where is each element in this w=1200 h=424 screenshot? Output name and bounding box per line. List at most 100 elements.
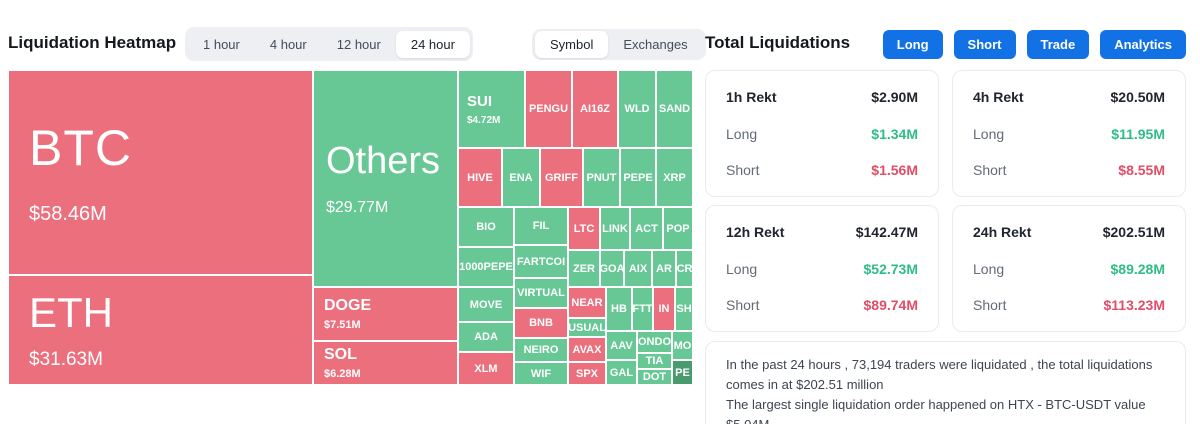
- tile-value: $31.63M: [29, 349, 103, 370]
- short-label: Short: [726, 297, 760, 313]
- treemap-tile-wld[interactable]: WLD: [618, 70, 656, 148]
- treemap-tile-doge[interactable]: DOGE $7.51M: [313, 287, 458, 341]
- tile-symbol: HIVE: [467, 171, 493, 184]
- short-value: $89.74M: [863, 297, 918, 313]
- tile-symbol: PNUT: [586, 171, 617, 184]
- tile-symbol: SUI: [467, 92, 493, 110]
- treemap-tile-zer[interactable]: ZER: [568, 250, 600, 287]
- rekt-card-24h: 24h Rekt $202.51M Long $89.28M Short $113.2…: [952, 205, 1186, 332]
- tile-symbol: MO: [673, 339, 692, 352]
- tile-symbol: GAL: [609, 366, 634, 379]
- treemap-tile-gal[interactable]: GAL: [606, 360, 637, 385]
- treemap-tile-ltc[interactable]: LTC: [568, 207, 600, 250]
- total-liquidations-panel: Total Liquidations Long Short Trade Anal…: [705, 0, 1186, 424]
- treemap-tile-link[interactable]: LINK: [600, 207, 630, 250]
- treemap-tile-1000pepe[interactable]: 1000PEPE: [458, 247, 514, 287]
- time-range-switcher: 1 hour 4 hour 12 hour 24 hour: [185, 27, 473, 61]
- short-value: $1.56M: [871, 162, 918, 178]
- treemap-tile-ena[interactable]: ENA: [502, 148, 540, 207]
- treemap-tile-tia[interactable]: TIA: [637, 353, 672, 369]
- time-range-4hour[interactable]: 4 hour: [255, 31, 322, 58]
- time-range-12hour[interactable]: 12 hour: [322, 31, 396, 58]
- tile-symbol: HB: [611, 303, 627, 315]
- treemap-tile-virtual[interactable]: VIRTUAL: [514, 278, 568, 308]
- treemap-tile-usual[interactable]: USUAL: [568, 318, 606, 337]
- treemap-tile-ada[interactable]: ADA: [458, 322, 514, 352]
- treemap-tile-act[interactable]: ACT: [630, 207, 663, 250]
- treemap-tile-sand[interactable]: SAND: [656, 70, 693, 148]
- treemap: BTC $58.46M ETH $31.63M Others $29.77M DOGE $7.…: [8, 70, 693, 385]
- tile-symbol: IN: [658, 303, 670, 315]
- treemap-tile-ftt[interactable]: FTT: [632, 287, 653, 331]
- analytics-button[interactable]: Analytics: [1100, 30, 1186, 59]
- view-mode-exchanges[interactable]: Exchanges: [608, 31, 702, 58]
- long-value: $1.34M: [871, 125, 918, 142]
- treemap-tile-xrp[interactable]: XRP: [656, 148, 693, 207]
- tile-value: $58.46M: [29, 203, 107, 225]
- long-button[interactable]: Long: [882, 30, 943, 59]
- page-title: Liquidation Heatmap: [8, 33, 177, 52]
- treemap-tile-fil[interactable]: FIL: [514, 207, 568, 245]
- treemap-tile-sol[interactable]: SOL $6.28M: [313, 341, 458, 385]
- treemap-tile-move[interactable]: MOVE: [458, 287, 514, 322]
- treemap-tile-pop[interactable]: POP: [663, 207, 693, 250]
- treemap-tile-aix[interactable]: AIX: [624, 250, 652, 287]
- rekt-cards: 1h Rekt $2.90M Long $1.34M Short $1.56M 4h …: [705, 70, 1186, 332]
- trade-button[interactable]: Trade: [1026, 30, 1090, 59]
- treemap-tile-pengu[interactable]: PENGU: [525, 70, 572, 148]
- tile-symbol: FARTCOI: [516, 255, 566, 268]
- treemap-tile-wif[interactable]: WIF: [514, 362, 568, 385]
- tile-symbol: ENA: [509, 171, 533, 184]
- treemap-tile-goa[interactable]: GOA: [600, 250, 624, 287]
- long-label: Long: [973, 260, 1005, 277]
- treemap-tile-bnb[interactable]: BNB: [514, 308, 568, 338]
- treemap-tile-cr[interactable]: CR: [676, 250, 693, 287]
- treemap-tile-others[interactable]: Others $29.77M: [313, 70, 458, 287]
- tile-symbol: BTC: [29, 120, 132, 176]
- tile-symbol: PE: [675, 366, 690, 379]
- tile-symbol: AIX: [628, 262, 648, 275]
- treemap-tile-dot[interactable]: DOT: [637, 369, 672, 385]
- period-label: 24h Rekt: [973, 224, 1032, 240]
- treemap-tile-in[interactable]: IN: [653, 287, 675, 331]
- treemap-tile-ondo[interactable]: ONDO: [637, 331, 672, 353]
- treemap-tile-pnut[interactable]: PNUT: [583, 148, 620, 207]
- treemap-tile-btc[interactable]: BTC $58.46M: [8, 70, 313, 275]
- time-range-24hour[interactable]: 24 hour: [395, 30, 470, 58]
- tile-symbol: TIA: [645, 355, 664, 367]
- treemap-tile-near[interactable]: NEAR: [568, 287, 606, 318]
- treemap-tile-xlm[interactable]: XLM: [458, 352, 514, 385]
- treemap-tile-mo[interactable]: MO: [672, 331, 693, 360]
- tile-symbol: ONDO: [638, 336, 671, 348]
- treemap-tile-sui[interactable]: SUI $4.72M: [458, 70, 525, 148]
- view-mode-symbol[interactable]: Symbol: [535, 31, 609, 58]
- short-label: Short: [973, 297, 1007, 313]
- treemap-tile-griff[interactable]: GRIFF: [540, 148, 583, 207]
- tile-symbol: NEIRO: [523, 344, 559, 356]
- treemap-tile-spx[interactable]: SPX: [568, 362, 606, 385]
- treemap-tile-ai16z[interactable]: AI16Z: [572, 70, 618, 148]
- short-value: $8.55M: [1118, 162, 1165, 178]
- treemap-tile-pepe[interactable]: PEPE: [620, 148, 656, 207]
- total-value: $202.51M: [1102, 224, 1165, 240]
- tile-symbol: ADA: [474, 331, 498, 343]
- treemap-tile-neiro[interactable]: NEIRO: [514, 338, 568, 362]
- treemap-tile-bio[interactable]: BIO: [458, 207, 514, 247]
- treemap-tile-hb[interactable]: HB: [606, 287, 632, 331]
- treemap-tile-pe[interactable]: PE: [672, 360, 693, 385]
- treemap-tile-fartcoi[interactable]: FARTCOI: [514, 245, 568, 278]
- time-range-1hour[interactable]: 1 hour: [188, 31, 255, 58]
- total-value: $20.50M: [1110, 89, 1165, 105]
- treemap-tile-sh[interactable]: SH: [675, 287, 693, 331]
- tile-value: $7.51M: [324, 319, 361, 331]
- treemap-tile-ar[interactable]: AR: [652, 250, 676, 287]
- treemap-tile-aav[interactable]: AAV: [606, 331, 637, 360]
- treemap-tile-eth[interactable]: ETH $31.63M: [8, 275, 313, 385]
- tile-symbol: LTC: [573, 222, 595, 235]
- short-button[interactable]: Short: [953, 30, 1016, 59]
- tile-symbol: ETH: [29, 289, 113, 336]
- treemap-tile-hive[interactable]: HIVE: [458, 148, 502, 207]
- tile-symbol: XRP: [663, 171, 686, 184]
- treemap-tile-avax[interactable]: AVAX: [568, 337, 606, 362]
